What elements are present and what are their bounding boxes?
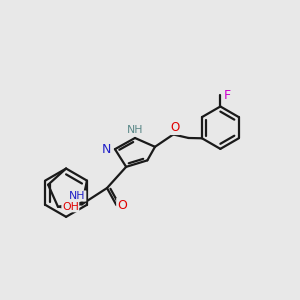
Text: NH: NH — [69, 191, 86, 201]
Text: N: N — [102, 143, 111, 156]
Polygon shape — [58, 205, 66, 209]
Text: F: F — [223, 89, 230, 102]
Text: OH: OH — [62, 202, 79, 212]
Text: O: O — [171, 122, 180, 134]
Text: NH: NH — [126, 125, 143, 135]
Text: O: O — [117, 199, 127, 212]
